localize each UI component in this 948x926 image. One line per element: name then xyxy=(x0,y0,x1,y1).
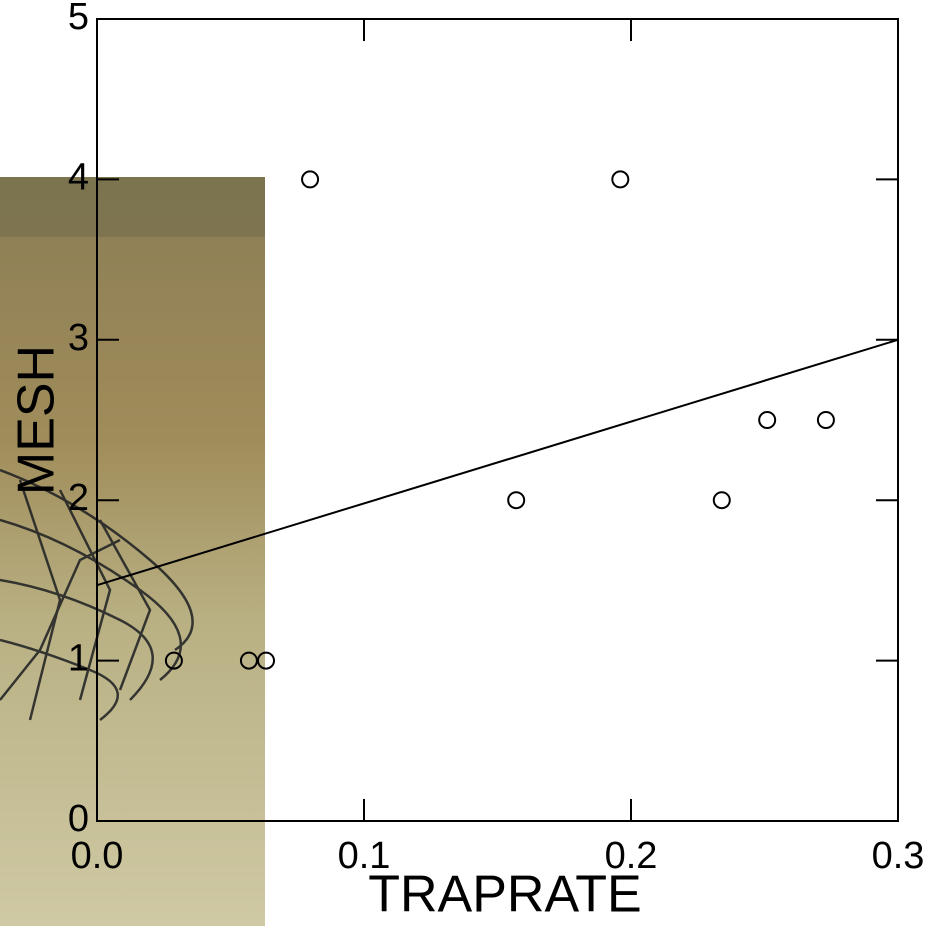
y-tick-label: 5 xyxy=(68,0,89,38)
point xyxy=(507,491,526,510)
point xyxy=(257,651,276,670)
y-tick-label: 0 xyxy=(68,798,89,840)
plot-frame xyxy=(96,18,899,822)
x-tick-label: 0.2 xyxy=(605,835,658,877)
point xyxy=(816,411,835,429)
x-tick-label: 0.0 xyxy=(71,835,124,877)
point xyxy=(712,491,731,510)
y-tick-label: 1 xyxy=(68,638,89,680)
y-tick-label: 4 xyxy=(68,156,89,198)
background-photo xyxy=(0,177,265,926)
point xyxy=(758,411,777,429)
fit-line xyxy=(96,338,899,587)
point xyxy=(301,170,320,189)
x-tick-label: 0.1 xyxy=(338,835,391,877)
x-tick-label: 0.3 xyxy=(872,835,925,877)
y-tick-label: 2 xyxy=(68,477,89,519)
x-axis-title: TRAPRATE xyxy=(368,866,642,924)
y-tick-label: 3 xyxy=(68,317,89,359)
point xyxy=(611,170,630,189)
point xyxy=(239,651,258,670)
point xyxy=(164,651,183,670)
y-axis-title: MESH xyxy=(8,345,66,495)
